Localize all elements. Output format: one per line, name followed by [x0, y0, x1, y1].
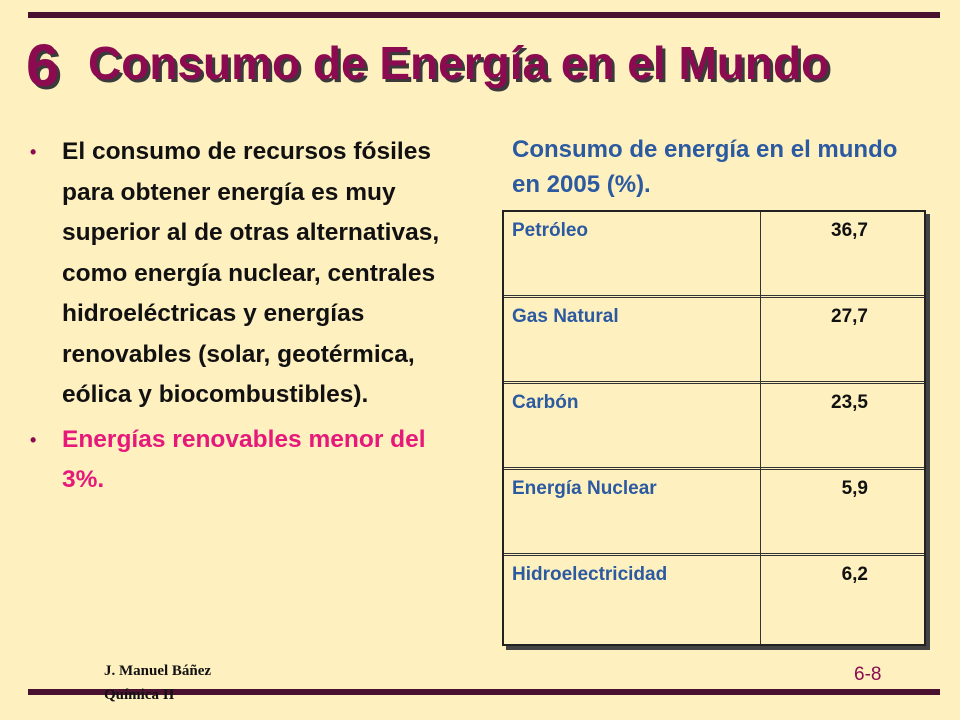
footer-author: J. Manuel Báñez [104, 663, 212, 679]
top-rule [28, 12, 940, 18]
energy-share: 6,2 [841, 564, 868, 585]
energy-source: Hidroelectricidad [512, 564, 668, 585]
energy-share: 27,7 [831, 306, 868, 327]
bullet-item: • El consumo de recursos fósiles para ob… [30, 132, 470, 416]
table-row: Gas Natural 27,7 [504, 298, 924, 384]
bullet-text: El consumo de recursos fósiles para obte… [62, 138, 440, 408]
bullet-list: • El consumo de recursos fósiles para ob… [30, 132, 470, 501]
energy-share: 23,5 [831, 392, 868, 413]
page-number: 6-8 [854, 664, 882, 685]
table-column-divider [760, 212, 761, 644]
slide-title: Consumo de Energía en el Mundo [88, 37, 830, 89]
energy-source: Gas Natural [512, 306, 619, 327]
energy-share: 36,7 [831, 220, 868, 241]
bullet-dot-icon: • [30, 429, 37, 450]
table-row: Petróleo 36,7 [504, 212, 924, 298]
energy-source: Energía Nuclear [512, 478, 657, 499]
energy-source: Carbón [512, 392, 579, 413]
bullet-text: Energías renovables menor del 3%. [62, 425, 426, 494]
table-row: Carbón 23,5 [504, 384, 924, 470]
slide-number: 6 [26, 32, 60, 99]
energy-share: 5,9 [841, 478, 868, 499]
bottom-rule [28, 689, 940, 695]
energy-source: Petróleo [512, 220, 589, 241]
table-caption: Consumo de energía en el mundo en 2005 (… [512, 136, 898, 198]
energy-table: Petróleo 36,7 Gas Natural 27,7 Carbón 23… [502, 210, 926, 646]
footer-course: Química II [104, 687, 175, 703]
table-row: Energía Nuclear 5,9 [504, 470, 924, 556]
bullet-dot-icon: • [30, 142, 37, 162]
table-row: Hidroelectricidad 6,2 [504, 556, 924, 642]
bullet-item: • Energías renovables menor del 3%. [30, 420, 470, 501]
